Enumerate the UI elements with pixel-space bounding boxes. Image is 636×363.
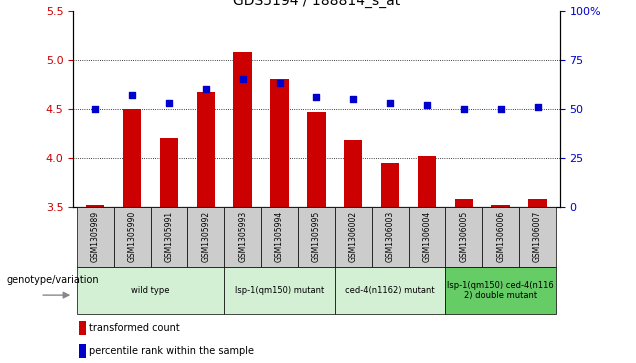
Bar xyxy=(188,207,225,267)
Text: GSM1306006: GSM1306006 xyxy=(496,211,505,262)
Bar xyxy=(225,207,261,267)
Bar xyxy=(77,207,114,267)
Bar xyxy=(418,156,436,207)
Bar xyxy=(270,79,289,207)
Text: GSM1306003: GSM1306003 xyxy=(385,211,394,262)
Point xyxy=(459,106,469,112)
Point xyxy=(348,96,358,102)
Point xyxy=(238,77,248,82)
Point xyxy=(312,94,321,100)
Point xyxy=(90,106,100,112)
Text: ced-4(n1162) mutant: ced-4(n1162) mutant xyxy=(345,286,435,295)
Bar xyxy=(86,205,104,207)
Text: GSM1305989: GSM1305989 xyxy=(91,211,100,262)
Bar xyxy=(77,267,225,314)
Bar xyxy=(408,207,445,267)
Bar xyxy=(381,163,399,207)
Text: GSM1305993: GSM1305993 xyxy=(238,211,247,262)
Text: GSM1305994: GSM1305994 xyxy=(275,211,284,262)
Bar xyxy=(482,207,519,267)
Bar xyxy=(298,207,335,267)
Point xyxy=(495,106,506,112)
Bar xyxy=(371,207,408,267)
Point xyxy=(127,92,137,98)
Text: GSM1306005: GSM1306005 xyxy=(459,211,468,262)
Point xyxy=(422,102,432,108)
Bar xyxy=(79,321,86,335)
Text: transformed count: transformed count xyxy=(89,323,180,333)
Point xyxy=(532,104,543,110)
Title: GDS5194 / 188814_s_at: GDS5194 / 188814_s_at xyxy=(233,0,400,8)
Bar xyxy=(529,199,547,207)
Point xyxy=(275,81,285,86)
Text: GSM1306004: GSM1306004 xyxy=(422,211,431,262)
Text: lsp-1(qm150) mutant: lsp-1(qm150) mutant xyxy=(235,286,324,295)
Text: GSM1306007: GSM1306007 xyxy=(533,211,542,262)
Text: genotype/variation: genotype/variation xyxy=(6,274,99,285)
Bar xyxy=(151,207,188,267)
Text: GSM1305992: GSM1305992 xyxy=(202,211,211,262)
Bar xyxy=(123,109,141,207)
Bar xyxy=(335,267,445,314)
Text: wild type: wild type xyxy=(131,286,170,295)
Point xyxy=(201,86,211,92)
Bar xyxy=(344,140,363,207)
Bar xyxy=(79,344,86,358)
Bar xyxy=(114,207,151,267)
Text: GSM1305990: GSM1305990 xyxy=(128,211,137,262)
Text: percentile rank within the sample: percentile rank within the sample xyxy=(89,346,254,356)
Bar xyxy=(261,207,298,267)
Bar xyxy=(197,92,215,207)
Bar xyxy=(160,138,178,207)
Text: GSM1305991: GSM1305991 xyxy=(165,211,174,262)
Bar xyxy=(225,267,335,314)
Bar xyxy=(307,112,326,207)
Text: GSM1305995: GSM1305995 xyxy=(312,211,321,262)
Bar xyxy=(335,207,371,267)
Bar xyxy=(455,199,473,207)
Bar xyxy=(233,52,252,207)
Text: GSM1306002: GSM1306002 xyxy=(349,211,358,262)
Bar xyxy=(519,207,556,267)
Bar xyxy=(445,207,482,267)
Point xyxy=(164,100,174,106)
Bar xyxy=(445,267,556,314)
Point xyxy=(385,100,395,106)
Text: lsp-1(qm150) ced-4(n116
2) double mutant: lsp-1(qm150) ced-4(n116 2) double mutant xyxy=(447,281,554,300)
Bar xyxy=(492,205,510,207)
